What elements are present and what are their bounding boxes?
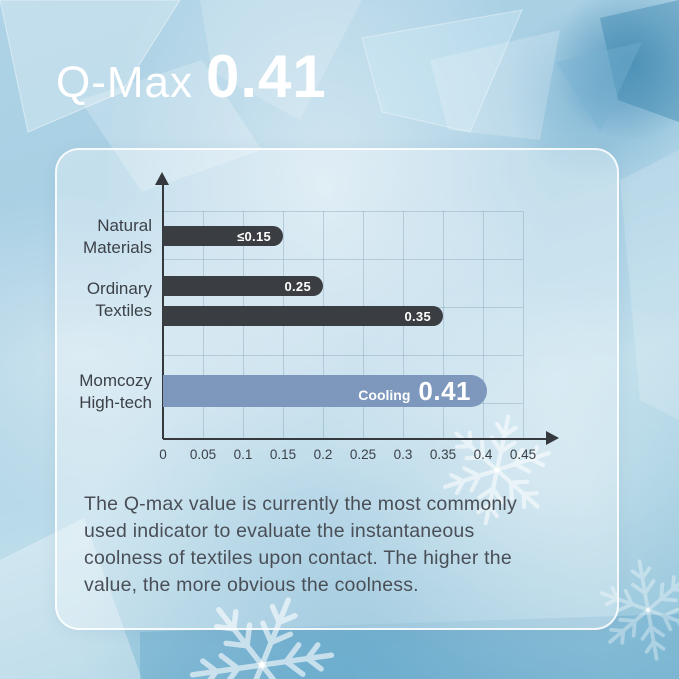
bar-value-label: ≤0.15: [237, 228, 271, 244]
gridline-horizontal: [163, 211, 523, 212]
gridline-vertical: [523, 211, 524, 439]
ice-shard: [361, 9, 523, 133]
ice-shard: [620, 150, 679, 420]
title-value: 0.41: [206, 43, 327, 110]
x-tick-label: 0.15: [269, 447, 297, 462]
x-tick-label: 0.05: [189, 447, 217, 462]
bar-momcozy-high-tech: Cooling 0.41: [163, 375, 487, 407]
ice-shard: [200, 0, 362, 120]
bar-natural-materials: ≤0.15: [163, 226, 283, 246]
description-text: The Q-max value is currently the most co…: [84, 493, 517, 596]
ice-shard: [430, 30, 560, 140]
bar-value-label: 0.25: [284, 278, 311, 294]
bar-label-value: 0.41: [418, 375, 471, 406]
ice-shard: [80, 60, 262, 192]
x-axis: [163, 438, 547, 440]
x-tick-label: 0.25: [349, 447, 377, 462]
x-axis-arrow-icon: [546, 431, 559, 445]
bar-value-label: Cooling 0.41: [358, 376, 487, 407]
category-label: Ordinary Textiles: [86, 279, 152, 320]
x-tick-label: 0.2: [313, 447, 333, 462]
bar-ordinary-textiles-high: 0.35: [163, 306, 443, 326]
x-tick-label: 0.45: [509, 447, 537, 462]
x-tick-label: 0.3: [393, 447, 413, 462]
category-label: Momcozy High-tech: [79, 371, 152, 412]
title-label: Q-Max: [56, 58, 193, 107]
ice-shard: [556, 42, 642, 132]
bar-value-label: 0.35: [404, 308, 431, 324]
gridline-vertical: [483, 211, 484, 439]
bar-ordinary-textiles-low: 0.25: [163, 276, 323, 296]
gridline-horizontal: [163, 259, 523, 260]
gridline-horizontal: [163, 355, 523, 356]
category-label: Natural Materials: [83, 216, 152, 257]
ice-shard: [0, 0, 181, 133]
x-tick-label: 0.1: [233, 447, 253, 462]
y-axis-arrow-icon: [155, 172, 169, 185]
gridline-vertical: [443, 211, 444, 439]
bar-label-prefix: Cooling: [358, 386, 411, 403]
page-title: Q-Max 0.41: [56, 42, 327, 111]
x-tick-label: 0: [159, 447, 167, 462]
ice-shard: [600, 0, 679, 122]
ice-shard: [0, 518, 142, 679]
